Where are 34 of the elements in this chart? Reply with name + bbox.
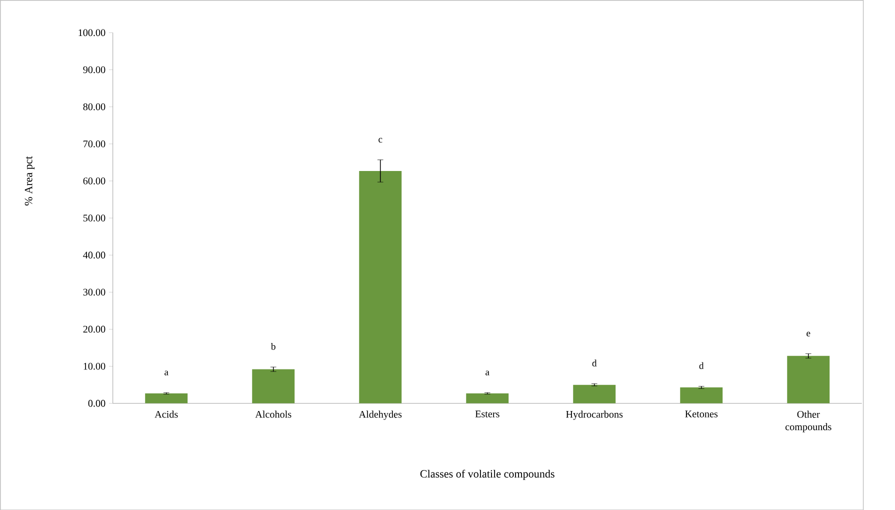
y-tick-label: 70.00 [84,140,106,148]
annotation: d [699,362,704,369]
y-tick-label: 20.00 [83,326,106,332]
y-tick-label: 60.00 [83,177,106,184]
x-tick-label: Alcohols [255,410,292,418]
y-tick-label: 10.00 [84,362,106,370]
annotation: c [378,138,382,142]
x-tick-label: Hydrocarbons [566,410,623,420]
annotation: a [164,370,168,376]
x-tick-label: Other compounds [785,410,832,432]
x-tick-label: Ketones [685,410,718,418]
annotation: a [486,370,490,376]
x-axis-title: Classes of volatile compounds [420,470,554,480]
y-tick-label: 80.00 [83,103,106,110]
x-tick-label: Acids [154,410,178,418]
y-tick-label: 50.00 [83,214,106,222]
y-tick-label: 100.00 [78,29,106,36]
bar [573,384,616,404]
x-tick-label: Aldehydes [358,410,402,420]
y-tick-label: 0.00 [88,400,106,407]
bar [252,369,295,404]
y-tick-label: 90.00 [83,66,106,73]
bar [787,356,830,404]
bar [466,393,509,404]
y-tick-label: 30.00 [83,288,106,296]
y-axis-title: % Area pct [24,156,35,206]
annotation: b [270,342,276,350]
annotation: e [806,332,810,336]
bar [359,170,402,404]
bar [680,387,723,404]
bar [145,393,188,404]
annotation: d [592,359,597,366]
x-tick-label: Esters [475,410,500,418]
y-tick-label: 40.00 [83,251,106,258]
